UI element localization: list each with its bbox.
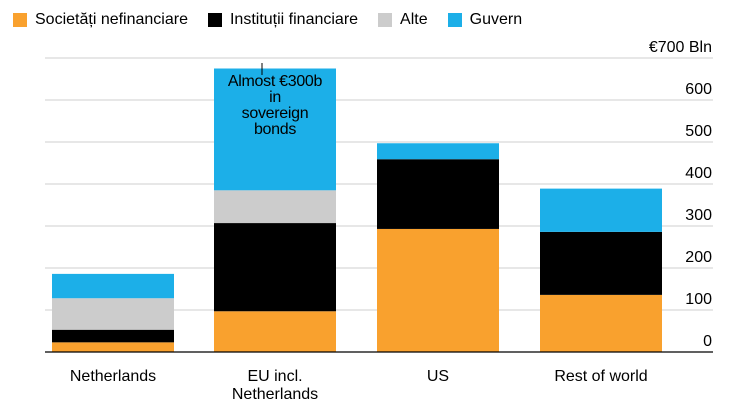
annotation-text: Almost €300b — [228, 73, 323, 90]
bar-segment — [377, 228, 499, 352]
y-tick-label: 0 — [703, 333, 712, 350]
legend-swatch — [378, 13, 393, 27]
bar-segment — [214, 190, 336, 224]
chart-legend: Societăți nefinanciare Instituții financi… — [13, 9, 542, 31]
annotation-text: sovereign — [242, 105, 309, 122]
y-tick-label: 300 — [685, 207, 712, 224]
legend-swatch — [447, 13, 462, 27]
y-tick-label: €700 Bln — [649, 39, 712, 56]
bar-segment — [214, 223, 336, 312]
bar-segment — [540, 188, 662, 232]
bar-segment — [52, 329, 174, 343]
y-tick-label: 400 — [685, 165, 712, 182]
legend-label: Societăți nefinanciare — [35, 11, 188, 28]
bar-segment — [540, 231, 662, 295]
bar-segment — [214, 311, 336, 352]
y-tick-label: 100 — [685, 291, 712, 308]
legend-item: Societăți nefinanciare — [13, 11, 188, 29]
category-label: Netherlands — [70, 368, 156, 385]
legend-swatch — [207, 13, 222, 27]
bar-segment — [214, 68, 336, 191]
annotation-text: in — [269, 89, 281, 106]
bar-segment — [377, 143, 499, 160]
legend-label: Guvern — [469, 11, 523, 28]
bar-segment — [52, 273, 174, 299]
legend-label: Alte — [400, 11, 428, 28]
legend-item: Alte — [378, 11, 428, 29]
bar-segment — [52, 298, 174, 330]
legend-item: Guvern — [447, 11, 523, 29]
category-label: Rest of world — [554, 368, 647, 385]
y-tick-label: 600 — [685, 81, 712, 98]
legend-item: Instituții financiare — [207, 11, 359, 29]
category-label: Netherlands — [232, 386, 318, 403]
legend-swatch — [13, 13, 27, 27]
bar-segment — [52, 342, 174, 352]
category-label: US — [427, 368, 449, 385]
y-tick-label: 200 — [685, 249, 712, 266]
bar-segment — [377, 159, 499, 229]
category-label: EU incl. — [247, 368, 302, 385]
annotation-text: bonds — [254, 121, 296, 138]
bar-segment — [540, 294, 662, 352]
y-tick-label: 500 — [685, 123, 712, 140]
legend-label: Instituții financiare — [229, 11, 359, 28]
